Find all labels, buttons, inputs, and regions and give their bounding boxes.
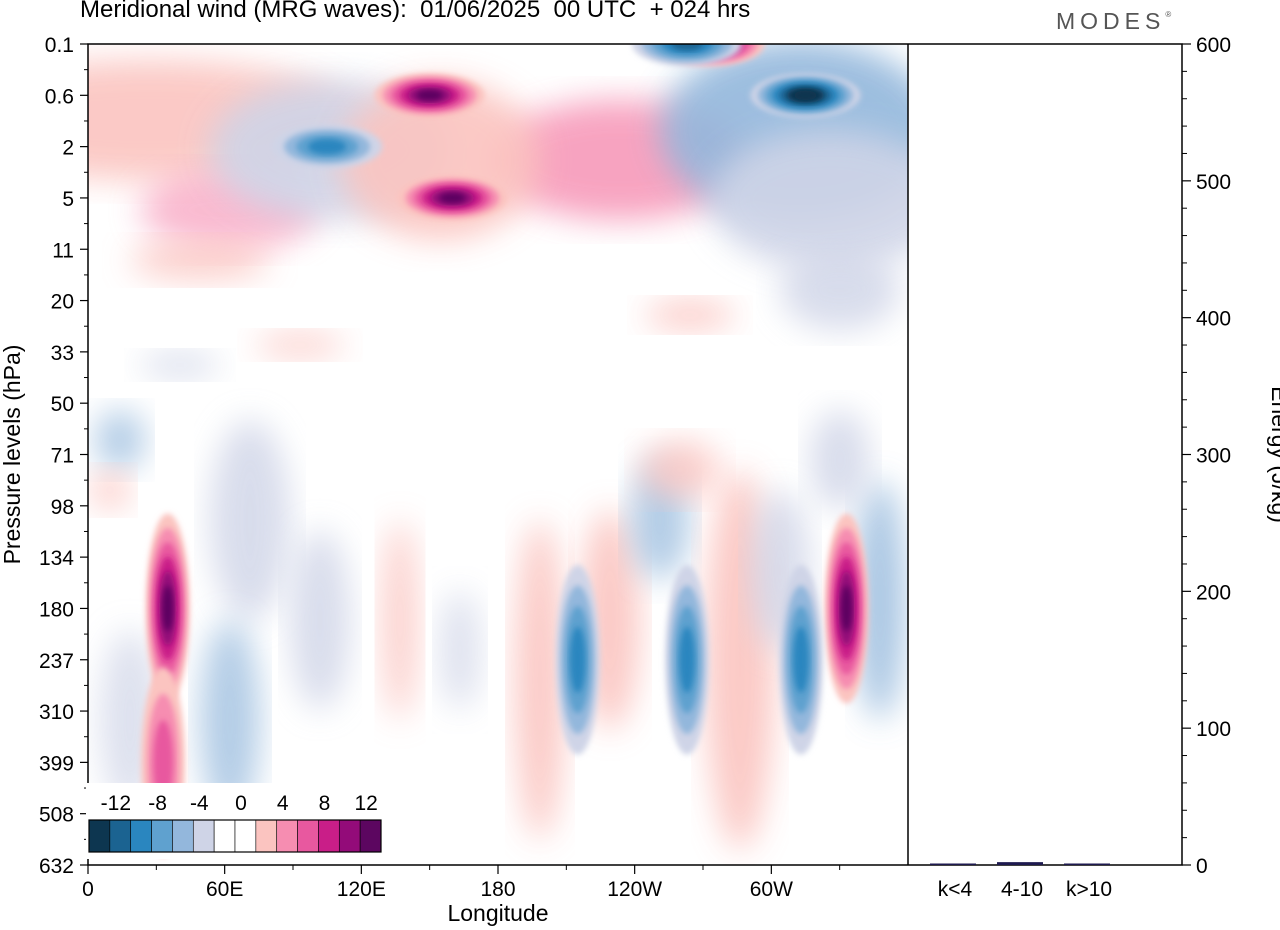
y-tick-label: 134	[39, 547, 74, 570]
y-tick-label: 71	[51, 445, 74, 468]
field-core-0-5	[162, 585, 174, 632]
y-tick-label: 0.6	[45, 85, 74, 108]
colorbar-swatch	[192, 819, 215, 853]
energy-bar-4-10	[997, 862, 1043, 865]
y-axis-label: Pressure levels (hPa)	[0, 345, 25, 565]
colorbar-swatch	[255, 819, 278, 853]
colorbar-label: 8	[319, 792, 331, 815]
field-blob-23	[200, 620, 260, 820]
energy-tick-label: 500	[1196, 171, 1231, 194]
colorbar-swatch	[109, 819, 132, 853]
colorbar-swatch	[130, 819, 152, 853]
energy-category-label: k>10	[1066, 878, 1112, 901]
field-blob-26	[810, 410, 870, 510]
y-tick-label: 310	[39, 701, 74, 724]
y-tick-label: 632	[39, 855, 74, 878]
colorbar-swatch	[234, 819, 257, 853]
y-tick-label: 50	[51, 393, 74, 416]
field-core-2-5	[416, 89, 443, 101]
field-blob-16	[515, 520, 565, 840]
y-tick-label: 180	[39, 598, 74, 621]
field-blob-15	[382, 520, 418, 720]
energy-tick-label: 0	[1196, 855, 1208, 878]
field-core-7-4	[671, 44, 703, 51]
field-core-11-3	[679, 626, 695, 693]
colorbar-swatch	[213, 819, 236, 853]
x-axis-label: Longitude	[447, 900, 548, 926]
y-tick-label: 33	[51, 342, 74, 365]
field-core-9-3	[570, 626, 586, 693]
energy-tick-label: 200	[1196, 581, 1231, 604]
energy-axis-label: Energy (J/kg)	[1267, 386, 1280, 523]
colorbar-swatch	[338, 819, 361, 853]
colorbar-label: -12	[101, 792, 131, 815]
colorbar-label: 12	[354, 792, 377, 815]
field-blob-27	[90, 470, 130, 510]
x-tick-label: 120W	[607, 878, 662, 901]
energy-tick-label: 400	[1196, 308, 1231, 331]
x-tick-label: 180	[480, 878, 515, 901]
field-core-5-5	[841, 585, 852, 632]
y-tick-label: 98	[51, 496, 74, 519]
page-title: Meridional wind (MRG waves): 01/06/2025 …	[80, 0, 751, 23]
heatmap-field	[88, 44, 908, 858]
colorbar-swatch	[297, 819, 319, 853]
colorbar-swatch	[276, 819, 298, 853]
x-tick-label: 120E	[337, 878, 386, 901]
x-tick-label: 60E	[206, 878, 243, 901]
field-core-6-6	[793, 90, 818, 100]
field-blob-21	[855, 480, 905, 720]
colorbar-label: -4	[190, 792, 209, 815]
field-blob-5	[710, 130, 908, 270]
y-tick-label: 20	[51, 291, 74, 314]
logo-text: MODES	[1056, 8, 1166, 34]
field-blob-8	[255, 333, 345, 357]
colorbar-swatch	[88, 819, 111, 853]
axes: 0.1 0.6 2 5 11 20 33 50 71 98 134 180 237 310 399 508 63…	[0, 34, 1183, 926]
field-blob-20	[440, 590, 480, 710]
field-core-3-5	[439, 192, 466, 204]
colorbar-label: -8	[148, 792, 167, 815]
y-tick-label: 237	[39, 650, 74, 673]
field-core-10-3	[793, 626, 809, 693]
field-blob-12	[95, 410, 145, 470]
y-tick-label: 11	[52, 239, 74, 262]
field-blob-9	[645, 301, 735, 329]
y-tick-label: 399	[39, 752, 74, 775]
field-contours	[88, 44, 908, 858]
logo-mark: ®	[1165, 10, 1172, 19]
energy-panel: 0 100 200 300 400 500 600 Energy (J/kg) k<4 4-10 k…	[930, 34, 1280, 901]
x-tick-label: 0	[82, 878, 94, 901]
colorbar-label: 4	[277, 792, 289, 815]
colorbar-swatch	[318, 819, 340, 853]
energy-tick-label: 300	[1196, 445, 1231, 468]
colorbar: -12 -8 -4 0 4 8 12	[86, 783, 386, 859]
y-tick-label: 2	[62, 137, 74, 160]
colorbar-swatch	[151, 819, 173, 853]
field-blob-14	[290, 530, 350, 710]
energy-tick-label: 600	[1196, 34, 1231, 57]
colorbar-swatch	[172, 819, 194, 853]
modes-logo: MODES®	[1056, 8, 1171, 35]
y-tick-label: 5	[62, 188, 74, 211]
field-blob-13	[210, 420, 290, 620]
energy-category-label: k<4	[938, 878, 973, 901]
energy-category-label: 4-10	[1001, 878, 1043, 901]
energy-bar-k<4	[930, 863, 976, 865]
field-blob-10	[780, 250, 900, 330]
y-tick-label: 0.1	[45, 34, 74, 57]
x-tick-label: 60W	[750, 878, 793, 901]
field-blob-24	[640, 440, 720, 500]
field-core-8-3	[308, 138, 347, 155]
field-blob-7	[130, 240, 270, 280]
colorbar-frame	[88, 819, 382, 853]
y-tick-label: 508	[39, 804, 74, 827]
colorbar-swatch	[359, 819, 382, 853]
colorbar-label: 0	[235, 792, 247, 815]
energy-tick-label: 100	[1196, 718, 1231, 741]
energy-bar-k>10	[1064, 863, 1110, 865]
field-blob-11	[140, 353, 220, 377]
